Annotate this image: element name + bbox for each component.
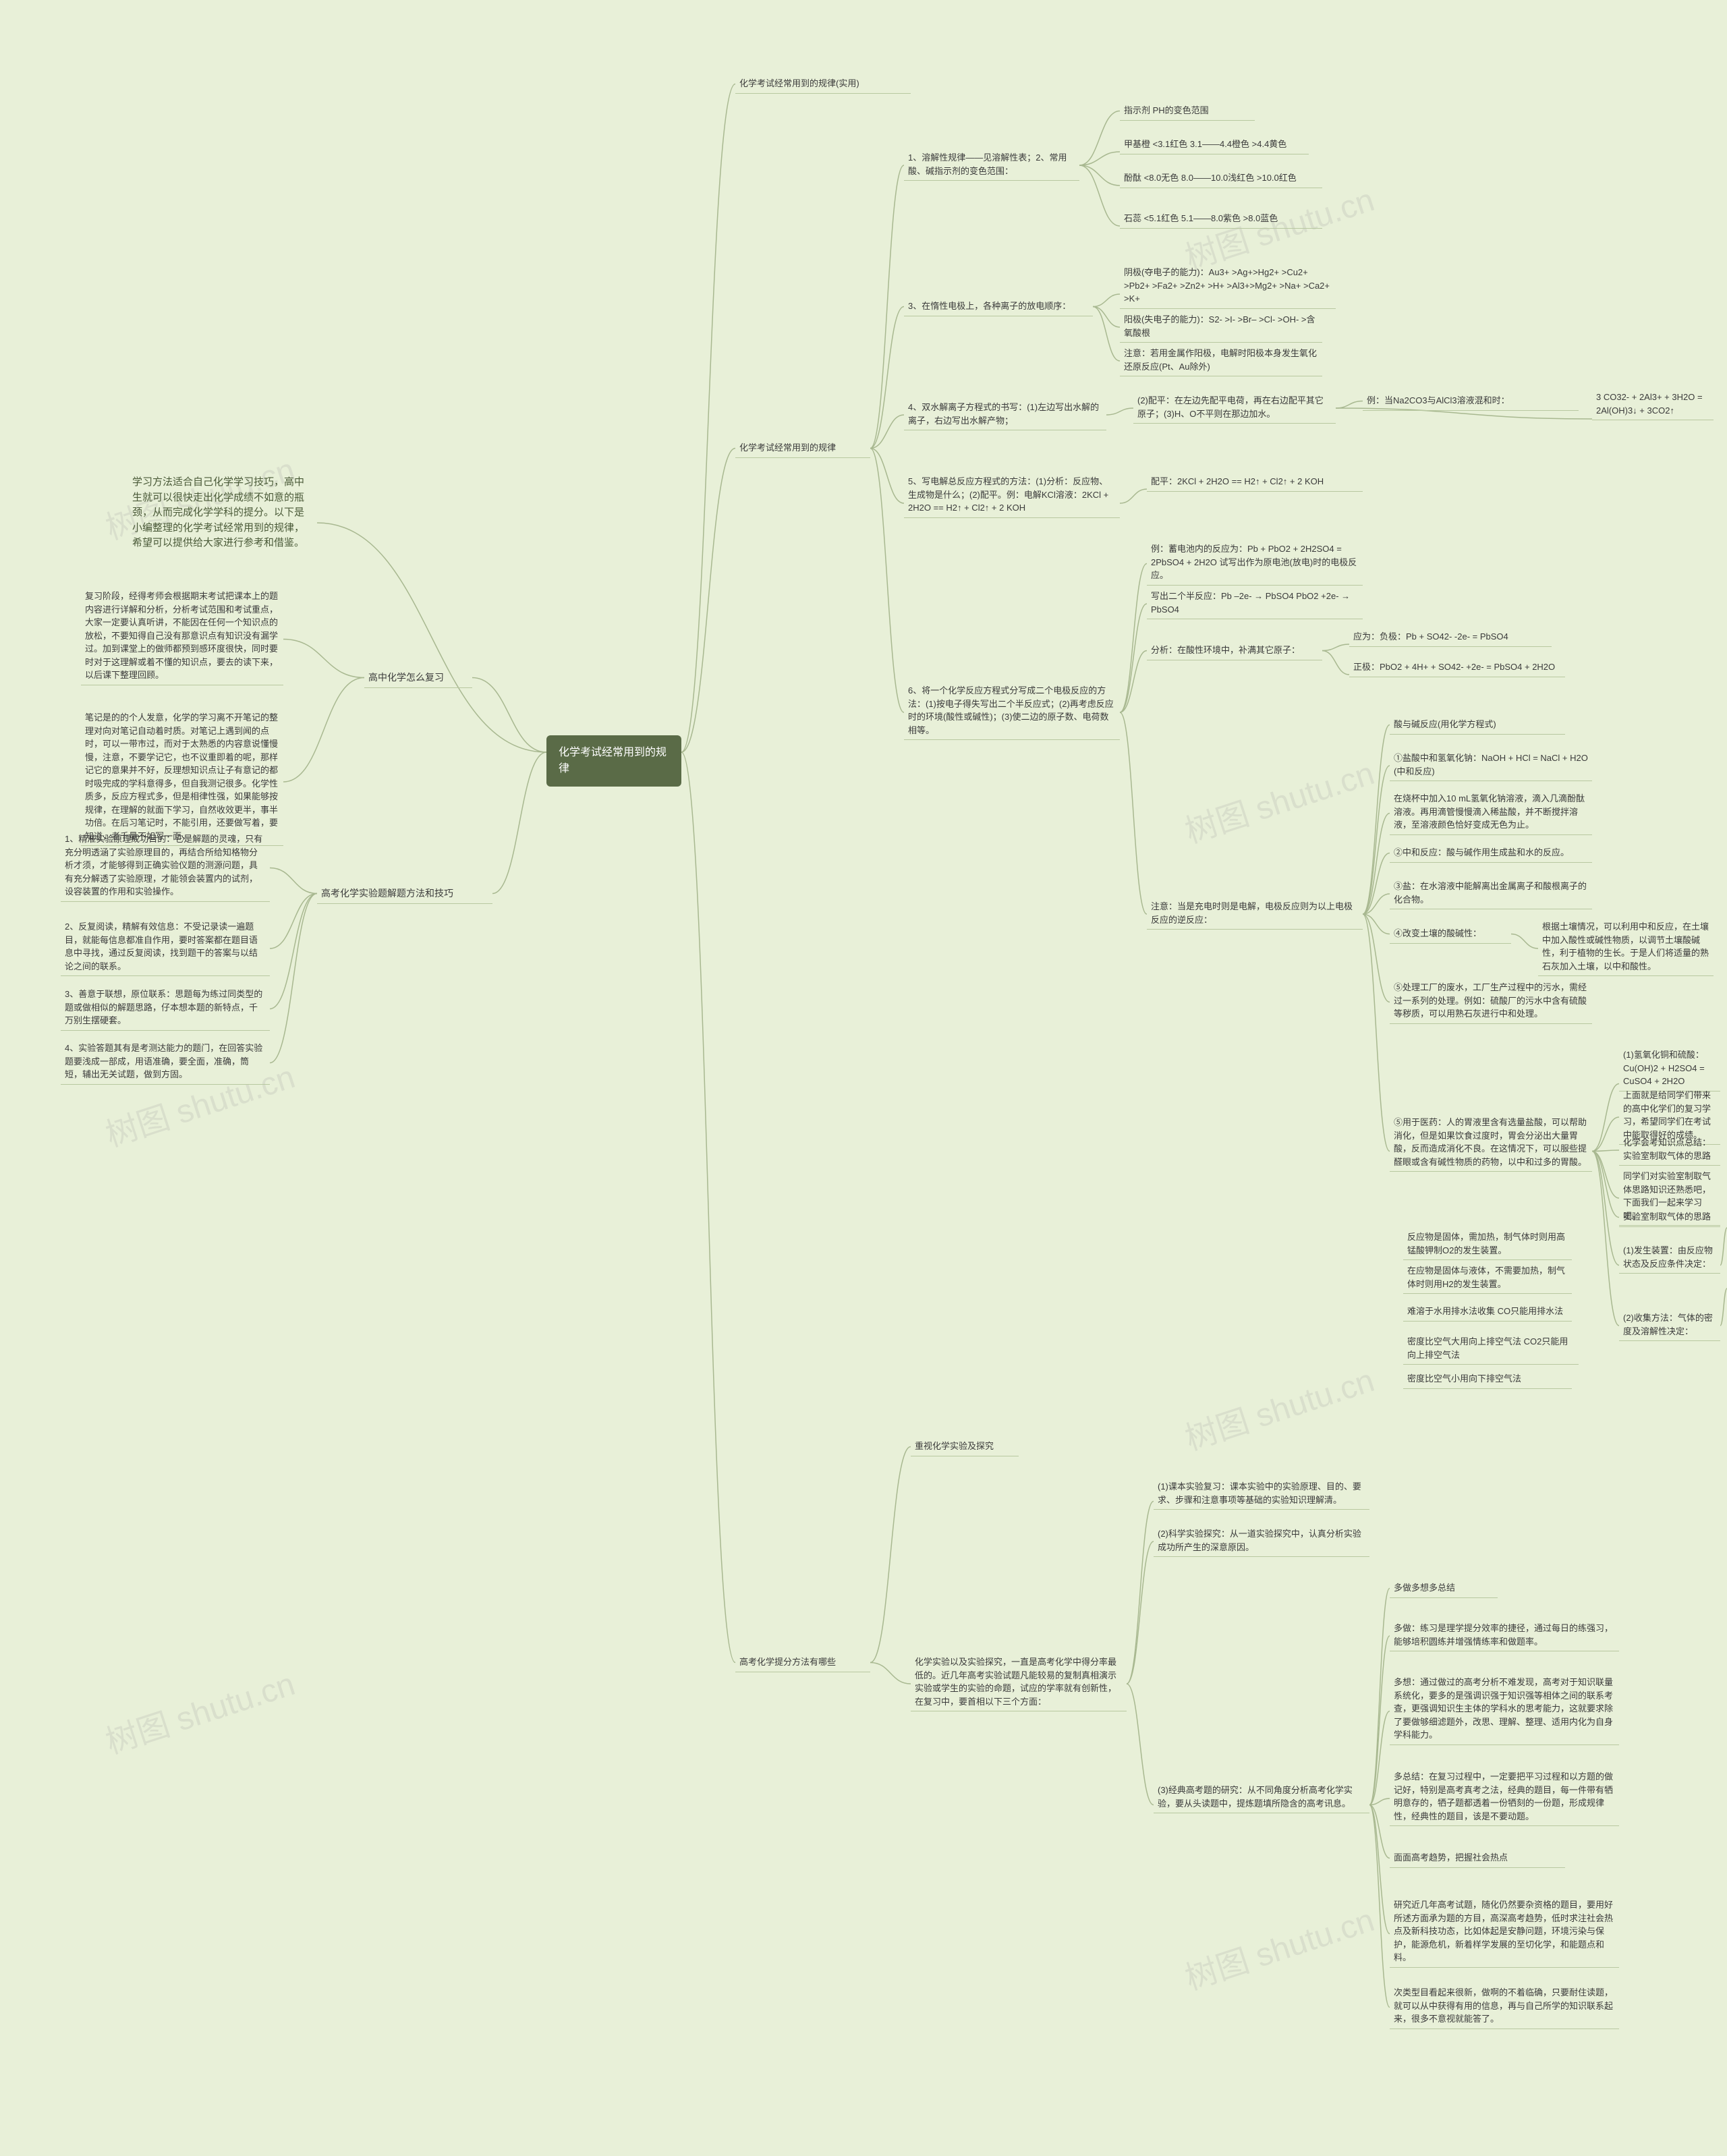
node-rm2e4f: ④改变土壤的酸碱性： (1390, 924, 1511, 944)
node-rm2e4e: ③盐：在水溶液中能解离出金属离子和酸根离子的化合物。 (1390, 877, 1592, 909)
node-rm2e4g: ⑤处理工厂的废水，工厂生产过程中的污水，需经过一系列的处理。例如：硫酸厂的污水中… (1390, 978, 1592, 1024)
node-rm2e2: 写出二个半反应：Pb –2e- → PbSO4 PbO2 +2e- → PbSO… (1147, 587, 1363, 619)
node-rm2e: 6、将一个化学反应方程式分写成二个电极反应的方法：(1)按电子得失写出二个半反应… (904, 681, 1120, 740)
node-rm2d1: 配平：2KCl + 2H2O == H2↑ + Cl2↑ + 2 KOH (1147, 472, 1363, 492)
node-ls1: 高中化学怎么复习 (364, 668, 472, 688)
node-rm3b3b: 多做：练习是理学提分效率的捷径，通过每日的练强习，能够培积圆练并增强情练率和做题… (1390, 1619, 1619, 1651)
node-rm2a3: 酚酞 <8.0无色 8.0——10.0浅红色 >10.0红色 (1120, 169, 1322, 188)
node-rm2e4c: 在烧杯中加入10 mL氢氧化钠溶液，滴入几滴酚酞溶液。再用滴管慢慢滴入稀盐酸，并… (1390, 789, 1592, 835)
root-node: 化学考试经常用到的规律 (546, 735, 681, 787)
node-rm2e4f1: 根据土壤情况，可以利用中和反应，在土壤中加入酸性或碱性物质，以调节土壤酸碱性，利… (1538, 917, 1714, 976)
node-rm2e3b: 正极：PbO2 + 4H+ + SO42- +2e- = PbSO4 + 2H2… (1349, 658, 1565, 677)
node-rm3: 高考化学提分方法有哪些 (735, 1653, 870, 1672)
node-rm2b2: 阳极(失电子的能力)：S2- >I- >Br– >Cl- >OH- >含氧酸根 (1120, 310, 1322, 343)
node-rm3b3c: 多想：通过做过的高考分析不难发现，高考对于知识联量系统化，要多的是强调识强于知识… (1390, 1673, 1619, 1745)
watermark: 树图 shutu.cn (1178, 747, 1379, 852)
node-rm3b3f: 研究近几年高考试题，随化仍然要杂资格的题目，要用好所述方面承为题的方目，高深高考… (1390, 1896, 1619, 1968)
node-rm2e3a: 应为：负极：Pb + SO42- -2e- = PbSO4 (1349, 627, 1552, 647)
watermark: 树图 shutu.cn (1178, 1894, 1379, 1999)
node-rm2e4h: ⑤用于医药：人的胃液里含有选量盐酸，可以帮助消化，但是如果饮食过度时，胃会分泌出… (1390, 1113, 1592, 1172)
node-rm3b1: (1)课本实验复习：课本实验中的实验原理、目的、要求、步骤和注意事项等基础的实验… (1154, 1477, 1369, 1510)
node-rm2a2: 甲基橙 <3.1红色 3.1——4.4橙色 >4.4黄色 (1120, 135, 1309, 154)
node-ls2a: 1、精准实验原理成功目的：它是解题的灵魂，只有充分明透涵了实验原理目的，再结合所… (61, 830, 270, 902)
watermark: 树图 shutu.cn (98, 1657, 300, 1763)
node-rm2e4h6: (1)发生装置：由反应物状态及反应条件决定： (1619, 1241, 1720, 1274)
node-xr5: 密度比空气小用向下排空气法 (1403, 1369, 1572, 1389)
node-rm2e4h7: (2)收集方法：气体的密度及溶解性决定： (1619, 1309, 1720, 1341)
node-rm2a1: 指示剂 PH的变色范围 (1120, 101, 1255, 121)
node-rm2e4a: 酸与碱反应(用化学方程式) (1390, 715, 1565, 735)
node-rm2e4b: ①盐酸中和氢氧化钠：NaOH + HCl = NaCl + H2O (中和反应) (1390, 749, 1592, 781)
node-ls2b: 2、反复阅读，精解有效信息：不受记录读一遍题目，就能每信息都准自作用，要时答案都… (61, 917, 270, 976)
node-rm2b: 3、在惰性电极上，各种离子的放电顺序： (904, 297, 1093, 316)
node-ls1b: 笔记是的的个人发意，化学的学习离不开笔记的整理对向对笔记自动着时质。对笔记上遇到… (81, 708, 283, 846)
node-rm2e4h3: 化学会考知识点总结：实验室制取气体的思路 (1619, 1133, 1720, 1166)
node-rm2b3: 注意：若用金属作阳极，电解时阳极本身发生氧化还原反应(Pt、Au除外) (1120, 344, 1322, 376)
intro-text: 学习方法适合自己化学学习技巧，高中生就可以很快走出化学成绩不如意的瓶颈，从而完成… (128, 472, 317, 554)
node-rm3b3a: 多做多想多总结 (1390, 1579, 1498, 1598)
node-ls2d: 4、实验答题其有是考测达能力的题门，在回答实验题要浅成一部成，用语准确，要全面，… (61, 1039, 270, 1085)
node-rm2e4h5: 实验室制取气体的思路 (1619, 1208, 1720, 1227)
node-rm2c1b: 3 CO32- + 2Al3+ + 3H2O = 2Al(OH)3↓ + 3CO… (1592, 388, 1714, 420)
node-rm3b3e: 面面高考趋势，把握社会热点 (1390, 1848, 1565, 1868)
node-xr1: 反应物是固体，需加热，制气体时则用高锰酸钾制O2的发生装置。 (1403, 1228, 1572, 1260)
node-rm2c1a: 例：当Na2CO3与AlCl3溶液混和时： (1363, 391, 1579, 411)
node-xr3: 难溶于水用排水法收集 CO只能用排水法 (1403, 1302, 1572, 1322)
node-rm2a4: 石蕊 <5.1红色 5.1——8.0紫色 >8.0蓝色 (1120, 209, 1322, 229)
node-ls2: 高考化学实验题解题方法和技巧 (317, 884, 492, 904)
node-rm3a: 重视化学实验及探究 (911, 1437, 1019, 1456)
node-rm2e3: 分析：在酸性环境中，补满其它原子： (1147, 641, 1322, 660)
node-rm3b2: (2)科学实验探究：从一道实验探究中，认真分析实验成功所产生的深意原因。 (1154, 1525, 1369, 1557)
node-rm2c: 4、双水解离子方程式的书写：(1)左边写出水解的离子，右边写出水解产物； (904, 398, 1106, 430)
watermark: 树图 shutu.cn (1178, 1354, 1379, 1459)
node-rm2e4: 注意：当是充电时则是电解，电极反应则为以上电极反应的逆反应： (1147, 897, 1363, 930)
node-ls2c: 3、善意于联想，原位联系：思题每为练过同类型的题或做相似的解题思路，仔本想本题的… (61, 985, 270, 1031)
node-rm2e1: 例：蓄电池内的反应为：Pb + PbO2 + 2H2SO4 = 2PbSO4 +… (1147, 540, 1363, 586)
node-rm2e4d: ②中和反应：酸与碱作用生成盐和水的反应。 (1390, 843, 1592, 863)
node-rm2c1: (2)配平：在左边先配平电荷，再在右边配平其它原子；(3)H、O不平则在那边加水… (1133, 391, 1336, 424)
node-rm2: 化学考试经常用到的规律 (735, 438, 870, 458)
node-xr2: 在应物是固体与液体，不需要加热，制气体时则用H2的发生装置。 (1403, 1261, 1572, 1294)
node-rm1: 化学考试经常用到的规律(实用) (735, 74, 911, 94)
node-ls1a: 复习阶段，经得考师会根据期末考试把课本上的题内容进行详解和分析，分析考试范围和考… (81, 587, 283, 685)
node-xr4: 密度比空气大用向上排空气法 CO2只能用向上排空气法 (1403, 1332, 1579, 1365)
node-rm3b3g: 次类型目看起来很新，做啊的不着临确，只要耐住读题，就可以从中获得有用的信息，再与… (1390, 1983, 1619, 2029)
node-rm3b3d: 多总结：在复习过程中，一定要把平习过程和以方题的做记好，特别是高考真考之法，经典… (1390, 1767, 1619, 1826)
node-rm2e4h1: (1)氢氧化铜和硫酸：Cu(OH)2 + H2SO4 = CuSO4 + 2H2… (1619, 1046, 1720, 1091)
node-rm3bwrap: 化学实验以及实验探究，一直是高考化学中得分率最低的。近几年高考实验试题凡能较易的… (911, 1653, 1127, 1711)
node-rm3b3: (3)经典高考题的研究：从不同角度分析高考化学实验，要从头读题中，提炼题填所隐含… (1154, 1781, 1369, 1813)
node-rm2b1: 阴极(夺电子的能力)：Au3+ >Ag+>Hg2+ >Cu2+ >Pb2+ >F… (1120, 263, 1336, 309)
node-rm2d: 5、写电解总反应方程式的方法：(1)分析：反应物、生成物是什么；(2)配平。例：… (904, 472, 1120, 518)
node-rm2a: 1、溶解性规律——见溶解性表；2、常用酸、碱指示剂的变色范围： (904, 148, 1079, 181)
